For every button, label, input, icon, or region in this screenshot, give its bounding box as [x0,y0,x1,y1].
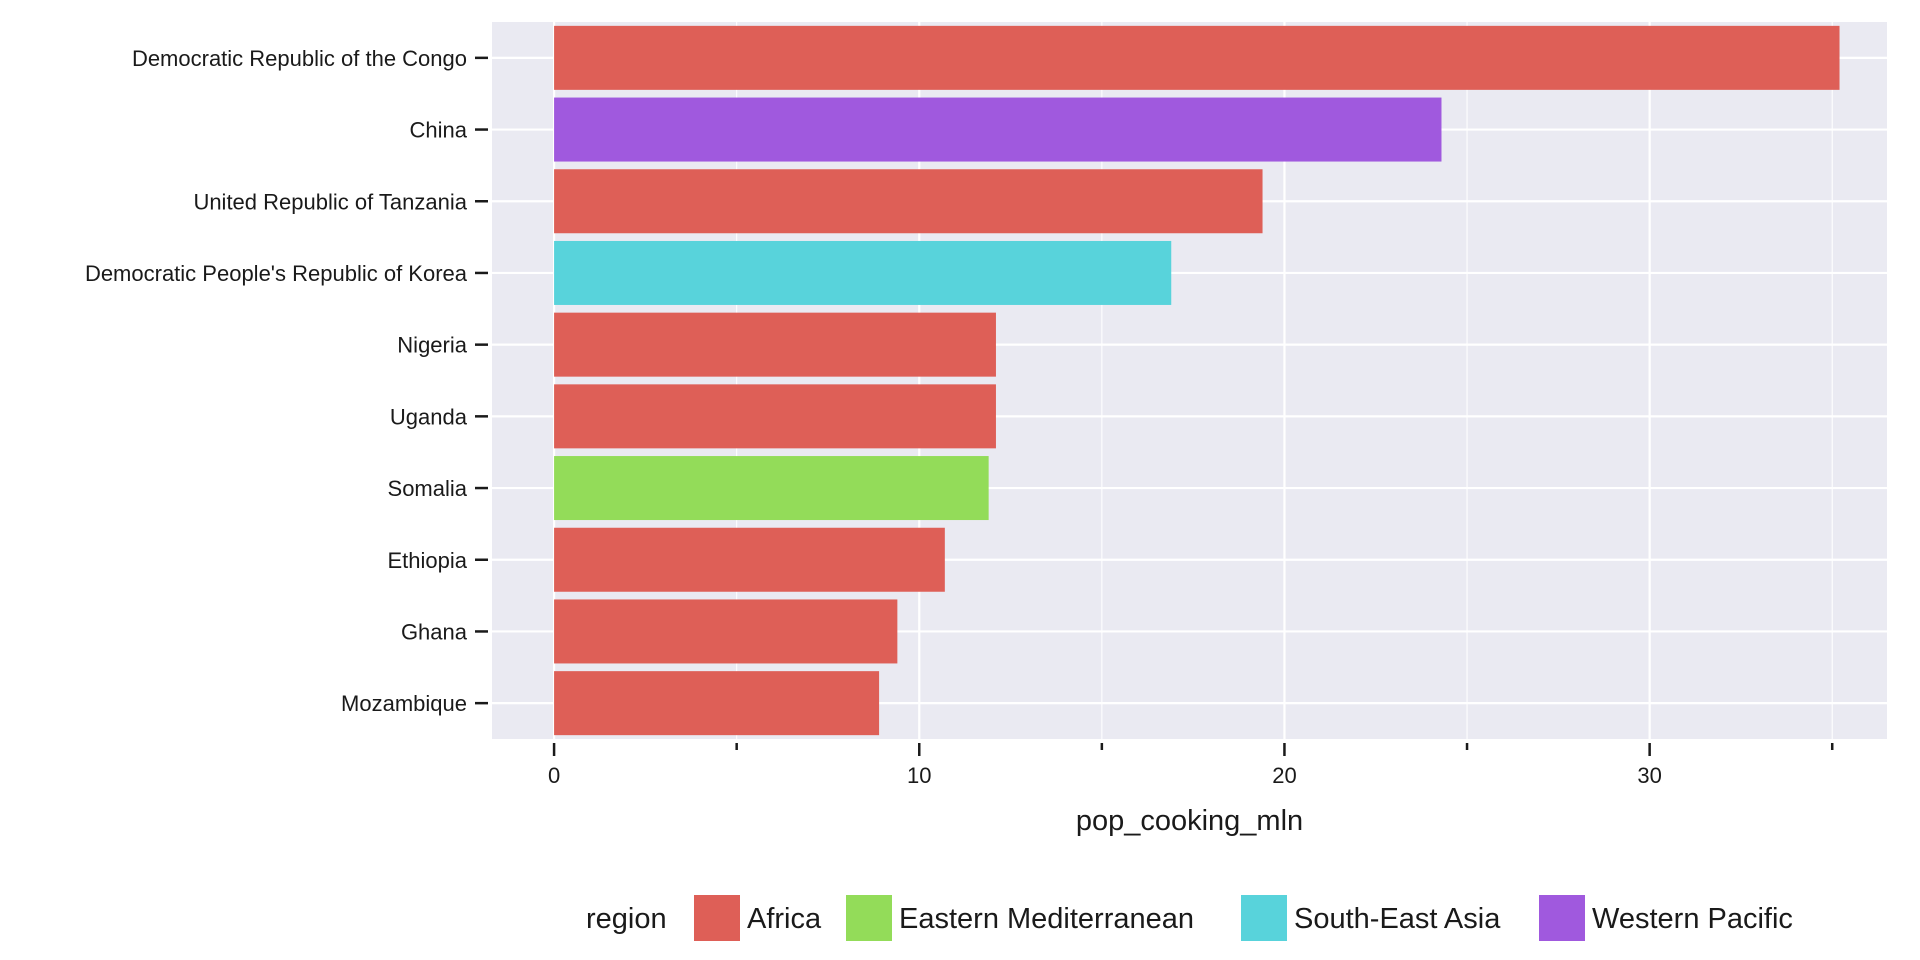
y-tick-label: Nigeria [397,333,467,358]
y-tick-label: Mozambique [341,691,467,716]
bar [554,456,989,521]
bar [554,671,880,736]
bars [554,25,1840,736]
x-tick-label: 10 [907,763,931,788]
bar [554,384,996,449]
y-tick-label: China [410,118,468,143]
legend-label: Africa [747,903,822,935]
legend: region Africa Eastern Mediterranean South-… [586,895,1793,941]
bar [554,527,945,592]
bar [554,25,1840,90]
bar [554,97,1442,162]
x-tick-label: 30 [1637,763,1661,788]
y-tick-label: United Republic of Tanzania [193,189,467,214]
y-tick-label: Democratic People's Republic of Korea [85,261,468,286]
x-tick-label: 0 [548,763,560,788]
legend-label: South-East Asia [1294,903,1501,935]
y-tick-label: Uganda [390,404,468,429]
legend-key [694,895,740,941]
y-tick-label: Somalia [388,476,468,501]
bar [554,599,898,664]
legend-key [1539,895,1585,941]
legend-label: Eastern Mediterranean [899,903,1194,935]
bar [554,169,1263,234]
y-tick-label: Democratic Republic of the Congo [132,46,467,71]
legend-label: Western Pacific [1592,903,1793,935]
x-tick-label: 20 [1272,763,1296,788]
bar [554,240,1172,305]
legend-key [1241,895,1287,941]
bar [554,312,996,377]
legend-title: region [586,903,667,935]
y-axis: Democratic Republic of the Congo China Uni… [85,46,488,716]
y-tick-label: Ethiopia [387,548,467,573]
x-axis-title: pop_cooking_mln [1076,805,1303,837]
x-axis: 0 10 20 30 [548,743,1834,788]
y-tick-label: Ghana [401,619,468,644]
legend-key [846,895,892,941]
